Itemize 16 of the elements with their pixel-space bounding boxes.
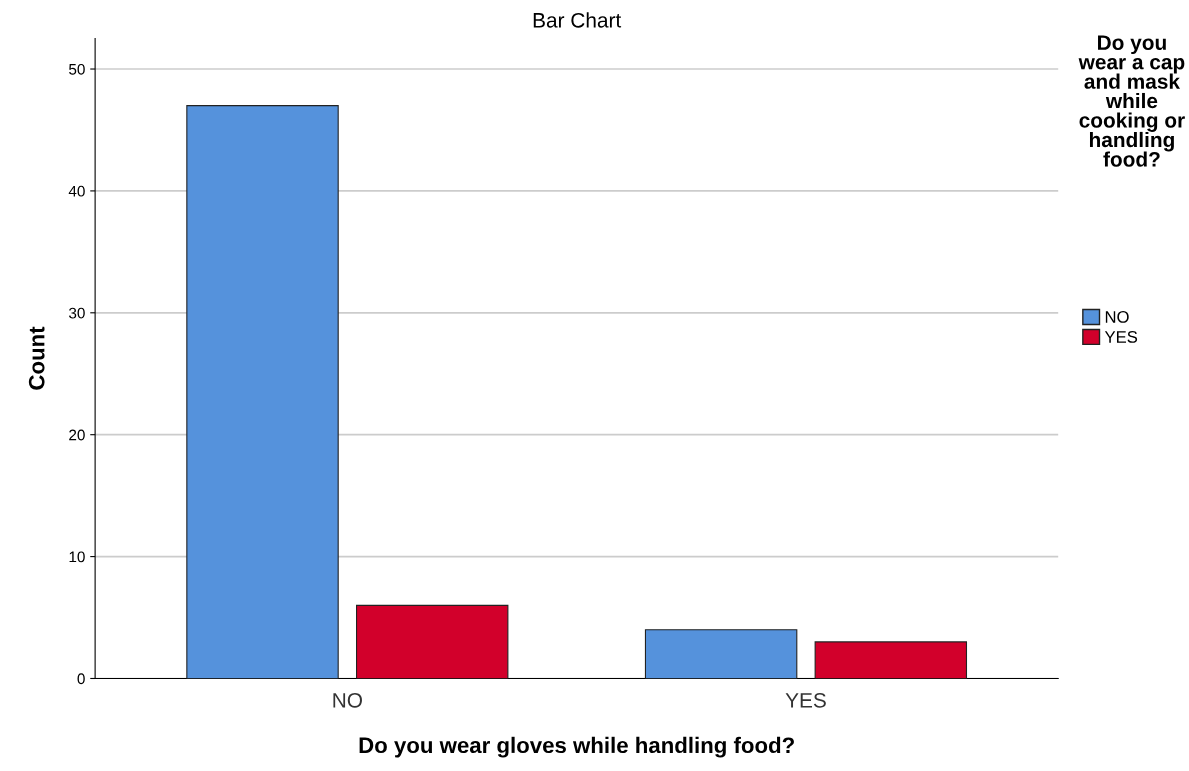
x-axis-title: Do you wear gloves while handling food? (359, 736, 794, 758)
y-tick-label: 40 (68, 185, 85, 197)
bar (186, 105, 339, 679)
legend-label: NO (1105, 311, 1129, 323)
y-tick-label: 30 (68, 307, 85, 319)
y-axis-title: Count (28, 326, 45, 390)
y-tick-label: 10 (69, 551, 85, 563)
legend-label: YES (1104, 331, 1138, 343)
chart-title: Bar Chart (533, 12, 622, 28)
y-tick-label: 0 (77, 673, 85, 685)
y-tick-label: 50 (69, 63, 85, 75)
legend-title: Do you wear a cap and mask while cooking or handling food? (1078, 35, 1185, 167)
bar (814, 641, 968, 679)
y-tick-label: 20 (69, 429, 85, 441)
bar (355, 604, 509, 679)
bar (644, 629, 798, 679)
